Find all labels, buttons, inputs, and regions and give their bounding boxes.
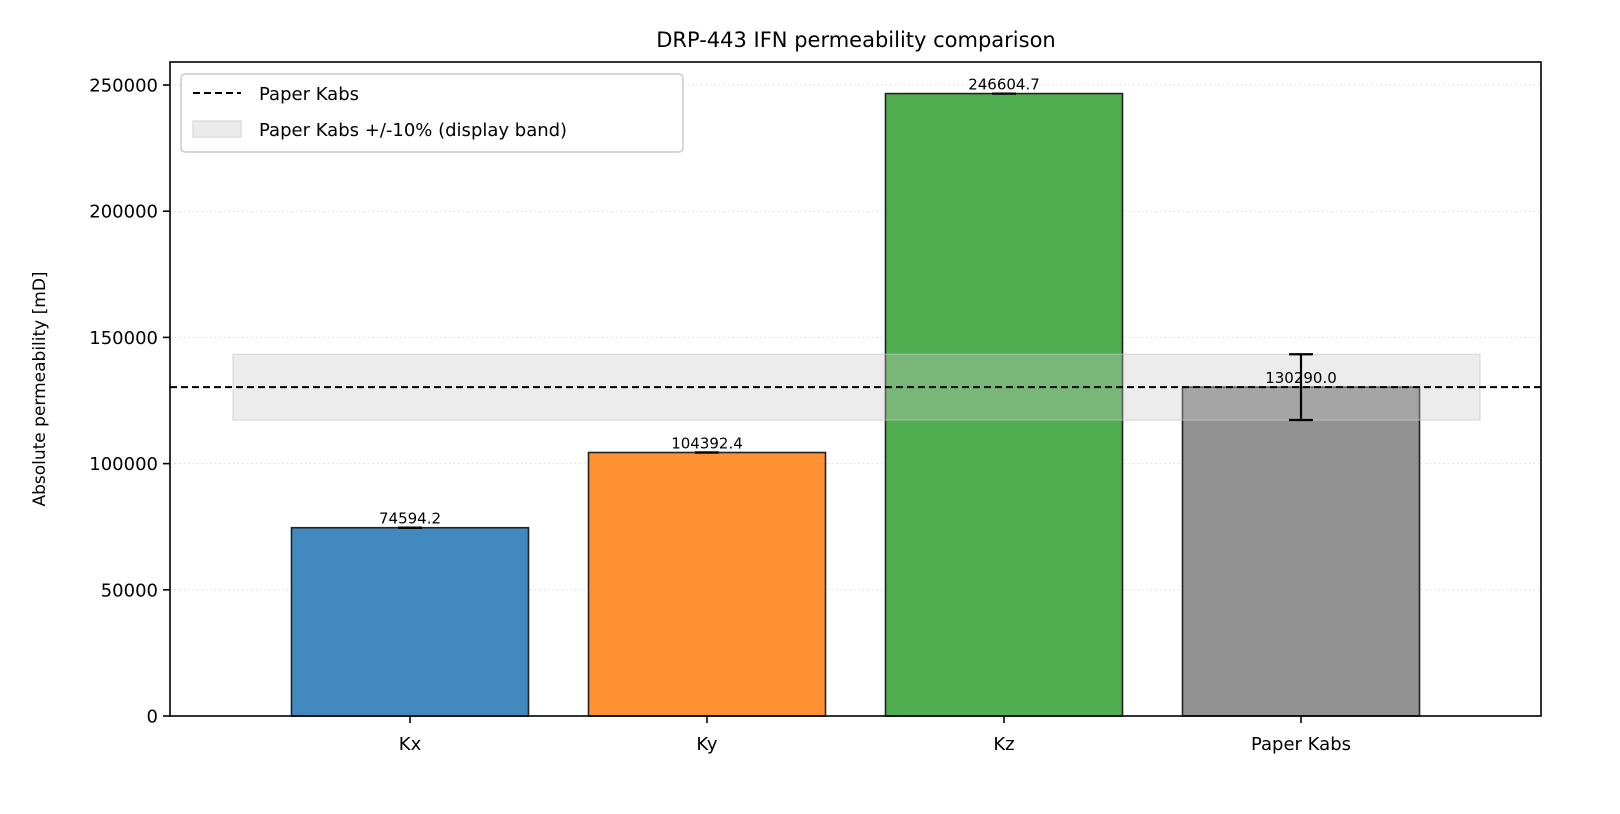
legend-box xyxy=(180,73,684,153)
y-tick-label: 250000 xyxy=(89,76,158,97)
chart-title: DRP-443 IFN permeability comparison xyxy=(656,28,1056,52)
x-tick-label: Paper Kabs xyxy=(1251,734,1351,755)
y-tick-label: 100000 xyxy=(89,454,158,475)
bar-kx xyxy=(290,526,530,717)
value-label: 74594.2 xyxy=(379,510,441,528)
bar-kz xyxy=(884,92,1124,717)
y-axis-label: Absolute permeability [mD] xyxy=(30,271,50,506)
axes xyxy=(169,61,1542,717)
y-gridlines xyxy=(170,84,1541,591)
legend-entry-label: Paper Kabs +/-10% (display band) xyxy=(259,120,567,141)
error-bars xyxy=(398,92,1313,529)
x-tick-label: Ky xyxy=(696,734,717,755)
bar-paper-kabs xyxy=(1181,386,1421,717)
x-tick-label: Kx xyxy=(399,734,422,755)
y-tick-label: 0 xyxy=(147,707,158,728)
value-label: 130290.0 xyxy=(1265,369,1337,387)
legend-entry-label: Paper Kabs xyxy=(259,84,359,105)
value-label: 104392.4 xyxy=(671,435,743,453)
y-axis-ticks: 0 50000 100000 150000 200000 250000 xyxy=(89,76,170,728)
value-label: 246604.7 xyxy=(968,76,1040,94)
y-tick-label: 50000 xyxy=(101,580,158,601)
x-axis-ticks: Kx Ky Kz Paper Kabs xyxy=(399,716,1351,755)
x-tick-label: Kz xyxy=(993,734,1014,755)
y-tick-label: 200000 xyxy=(89,202,158,223)
legend: Paper Kabs Paper Kabs +/-10% (display ban… xyxy=(180,73,684,153)
plot-frame xyxy=(169,61,1542,717)
bar-ky xyxy=(587,451,827,717)
legend-band-swatch xyxy=(192,120,242,138)
value-labels: 74594.2 104392.4 246604.7 130290.0 xyxy=(379,76,1337,528)
bars xyxy=(290,92,1421,717)
y-tick-label: 150000 xyxy=(89,328,158,349)
